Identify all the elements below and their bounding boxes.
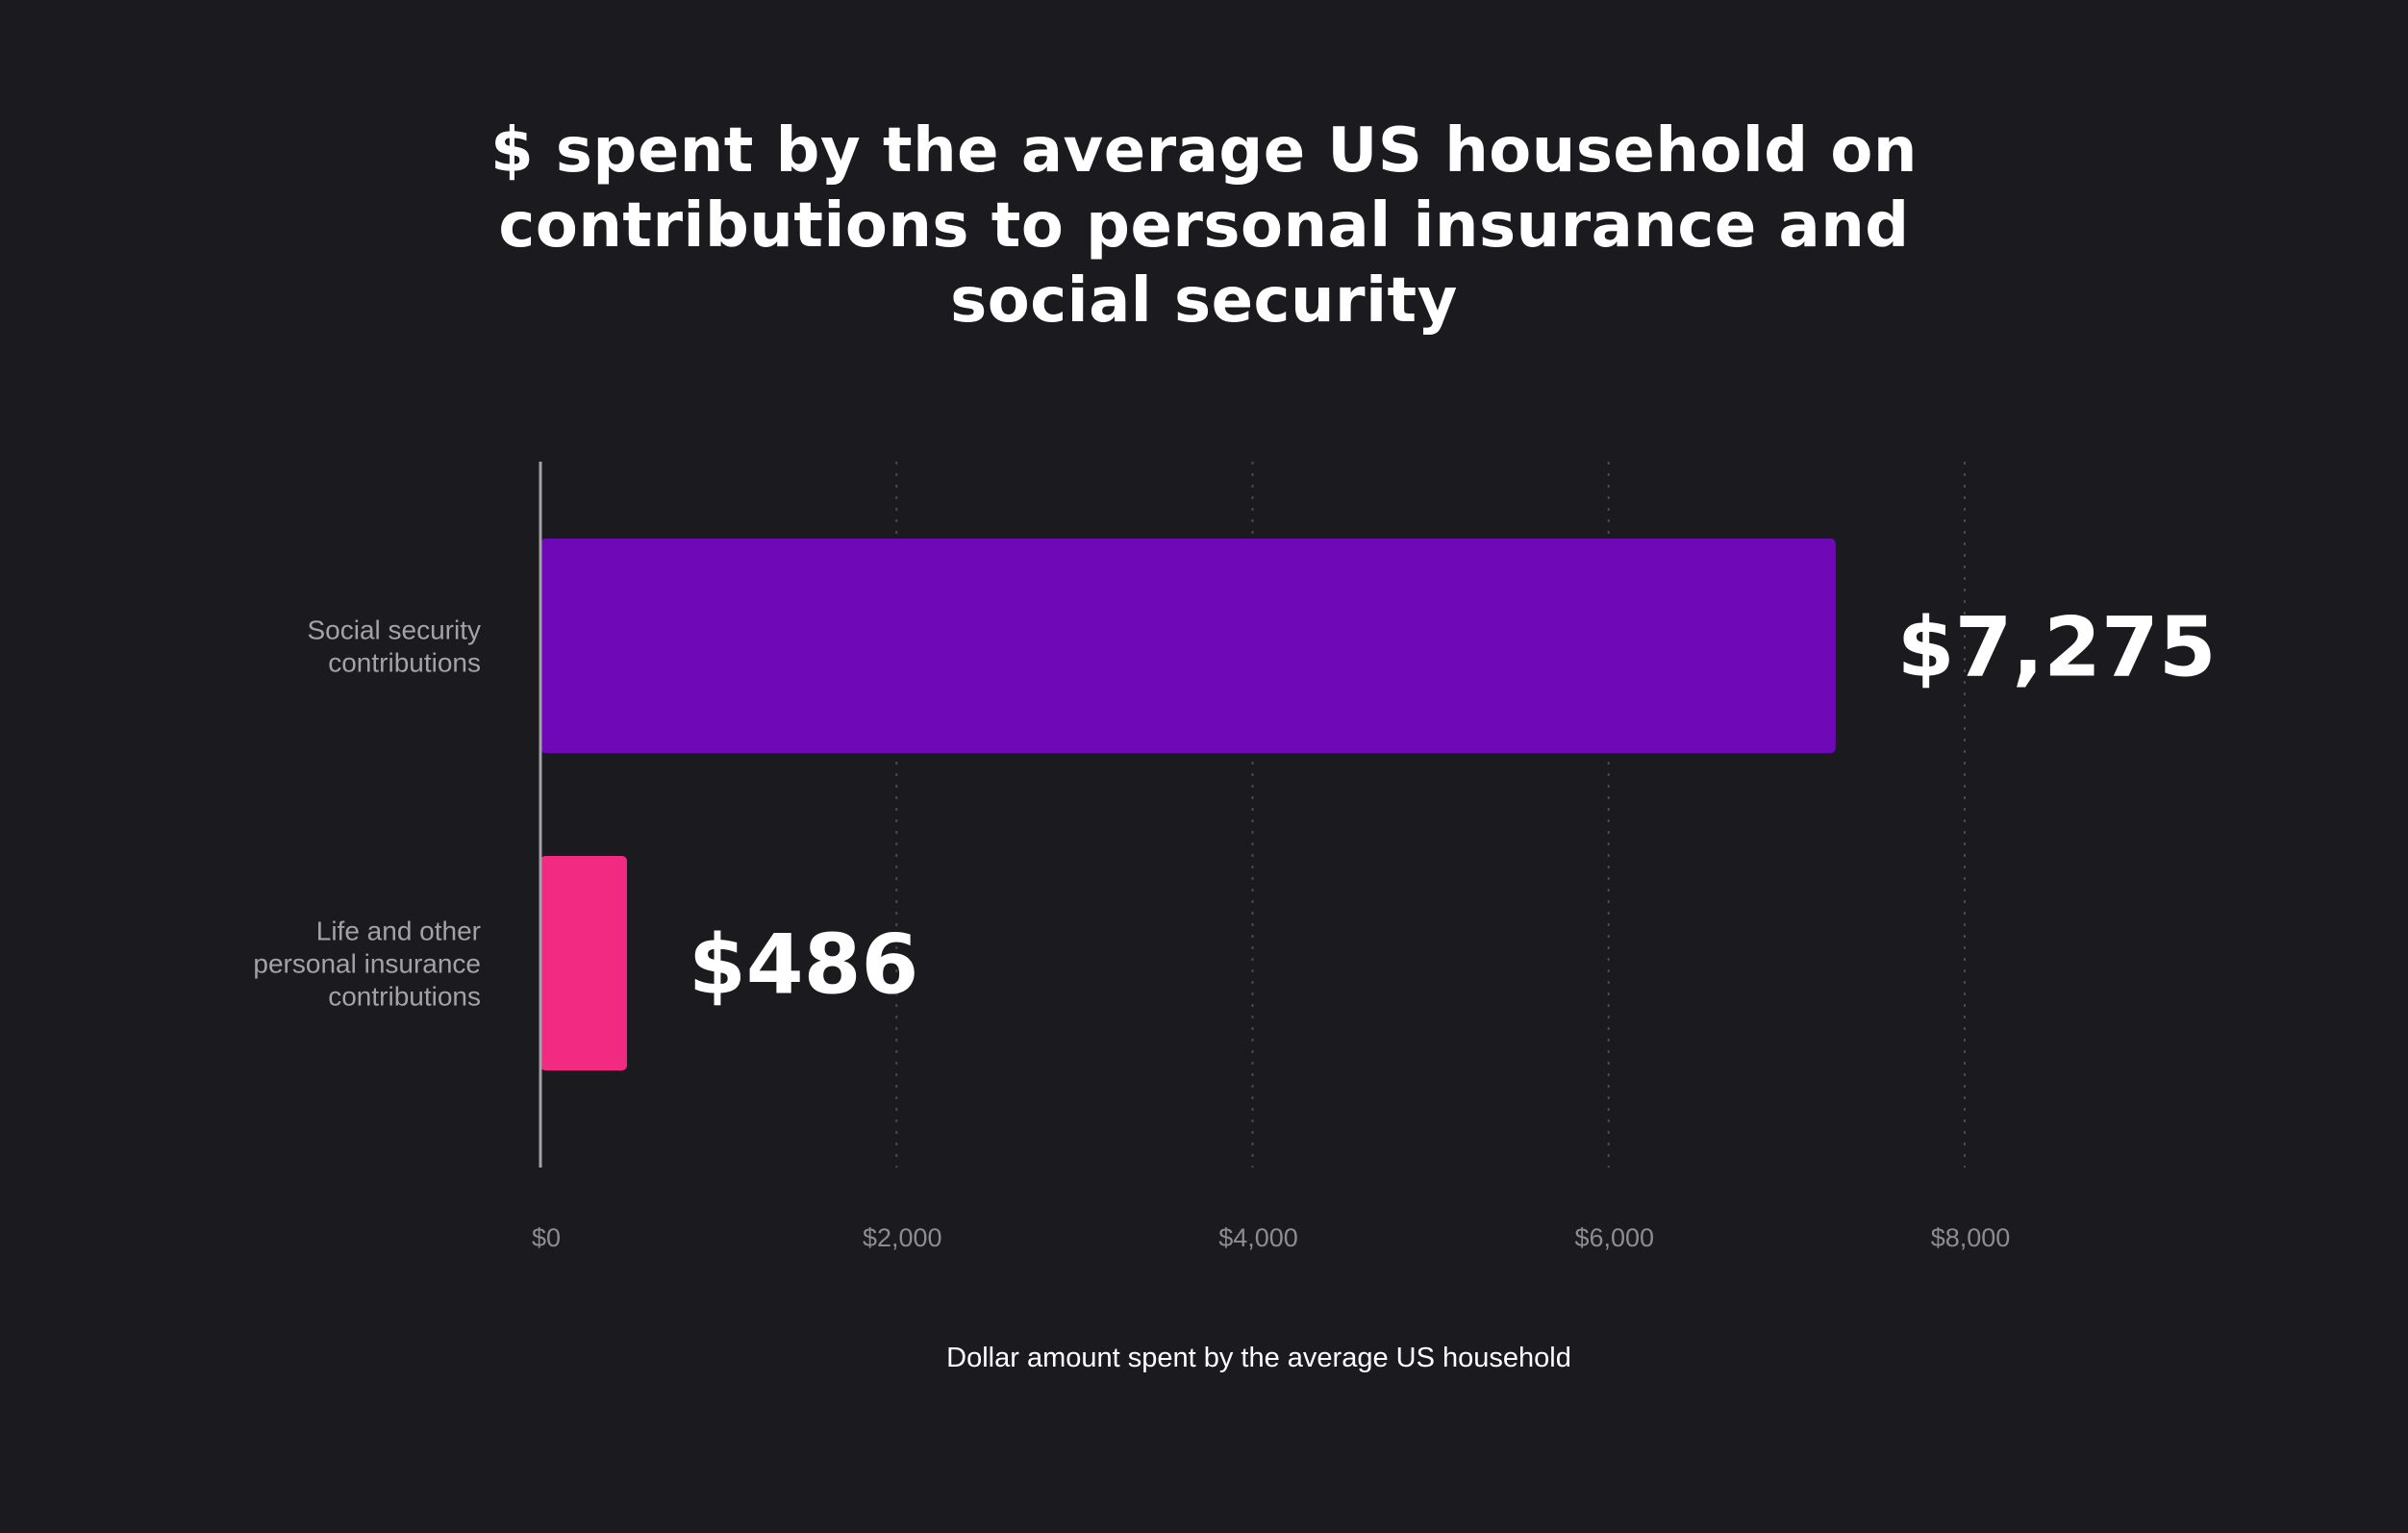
bar-1	[540, 539, 1836, 753]
bars	[540, 539, 1836, 1070]
x-tick-label: $6,000	[1574, 1223, 1654, 1252]
x-tick-label: $8,000	[1931, 1223, 2011, 1252]
x-axis-title: Dollar amount spent by the average US ho…	[946, 1343, 1571, 1373]
chart-title-line-1: $ spent by the average US household on	[490, 115, 1918, 187]
x-tick-label: $2,000	[863, 1223, 942, 1252]
category-label-1: Social security contributions	[307, 616, 481, 678]
value-label-1: $7,275	[1897, 600, 2217, 696]
chart-title-line-2: contributions to personal insurance and	[498, 190, 1910, 262]
value-label-2: $486	[689, 917, 918, 1014]
x-tick-label: $0	[532, 1223, 561, 1252]
value-labels: $7,275 $486	[689, 600, 2217, 1014]
chart-title: $ spent by the average US household on c…	[242, 113, 2166, 339]
bar-2	[540, 856, 627, 1070]
chart-title-line-3: social security	[950, 265, 1458, 337]
category-label-2: Life and other personal insurance contribu…	[253, 917, 481, 1012]
x-tick-label: $4,000	[1218, 1223, 1298, 1252]
x-tick-labels: $0 $2,000 $4,000 $6,000 $8,000	[532, 1223, 2010, 1252]
category-labels: Social security contributions Life and oth…	[253, 616, 481, 1012]
